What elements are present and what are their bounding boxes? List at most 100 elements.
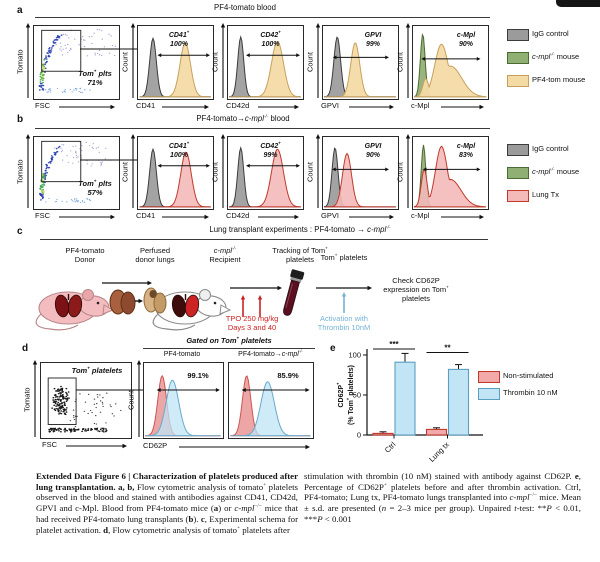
graphic-shape (315, 134, 321, 139)
text-segment: P (317, 513, 323, 524)
graphic-shape (54, 396, 57, 398)
text-segment: platelets (286, 255, 314, 265)
graphic-shape (79, 91, 82, 93)
graphic-shape (45, 55, 47, 57)
panel-c-rule (40, 239, 488, 240)
graphic-shape (45, 60, 48, 63)
graphic-shape (70, 199, 73, 201)
graphic-shape (120, 291, 136, 315)
panel-b-histogram-cd41-y-axis (130, 134, 136, 208)
text-segment: + (186, 29, 190, 35)
graphic-shape (44, 177, 47, 179)
graphic-shape (54, 394, 57, 396)
text-segment: CD42 (260, 143, 279, 150)
graphic-shape (296, 53, 300, 58)
panel-b-gate-label: Tom+ plts 57% (71, 179, 119, 197)
graphic-shape (82, 36, 84, 38)
text-segment: Tom+ plts (71, 69, 119, 78)
graphic-shape (76, 200, 78, 202)
graphic-shape (55, 405, 58, 407)
panel-b-scatter-plot-x-axis-label: FSC (35, 211, 50, 220)
graphic-shape (77, 161, 80, 163)
text-segment: < 0.01, *** (304, 503, 581, 524)
text-segment: Check CD62P (392, 276, 440, 285)
graphic-shape (84, 401, 87, 403)
graphic-shape (75, 150, 77, 152)
tpo-line: TPO 250 mg/kg (212, 314, 292, 323)
graphic-shape (389, 104, 394, 110)
panel-a-histogram-cd41 (137, 25, 214, 100)
panel-d-scatter-plot-x-axis (66, 443, 127, 449)
graphic-shape (39, 81, 42, 83)
graphic-shape (206, 53, 210, 58)
graphic-shape (88, 36, 91, 38)
graphic-shape (102, 429, 105, 431)
panel-a-histogram-cd42d-y-axis (220, 23, 226, 98)
graphic-shape (92, 143, 94, 145)
graphic-shape (42, 189, 45, 191)
caption-left-column: Extended Data Figure 6 | Characterizatio… (36, 471, 298, 535)
text-segment: TPO 250 mg/kg (225, 314, 279, 323)
graphic-shape (83, 410, 86, 412)
graphic-shape (184, 294, 200, 318)
graphic-shape (52, 427, 55, 430)
panel-b-histogram-c-mpl-marker-label: c-Mpl 83% (436, 143, 496, 160)
graphic-shape (48, 378, 76, 425)
graphic-shape (86, 197, 88, 200)
text-segment: b (127, 481, 133, 492)
graphic-shape (130, 134, 136, 139)
step-label-donor: PF4-tomato Donor (45, 246, 125, 264)
chart-legend-swatch-0 (478, 371, 500, 383)
graphic-shape (81, 145, 83, 147)
graphic-shape (246, 163, 250, 168)
text-segment: Gated on Tom (186, 336, 237, 345)
graphic-shape (50, 47, 53, 49)
graphic-shape (98, 430, 101, 433)
graphic-shape (81, 199, 84, 202)
text-segment: plts (96, 179, 112, 189)
graphic-shape (97, 430, 100, 432)
panel-d-histogram-pf4-tomato-y-axis (136, 360, 142, 437)
graphic-shape (422, 167, 427, 172)
graphic-shape (61, 391, 64, 393)
graphic-shape (74, 152, 77, 154)
graphic-shape (56, 198, 58, 201)
chart-legend-label-0: Non-stimulated (503, 371, 554, 380)
panel-b-histogram-c-mpl-x-axis-label: c-Mpl (411, 211, 430, 220)
graphic-shape: ** (444, 344, 451, 353)
text-segment: c-mpl (234, 503, 255, 514)
graphic-shape (54, 409, 57, 412)
graphic-shape (108, 52, 111, 54)
panel-c-title: Lung transplant experiments : PF4-tomato… (150, 225, 450, 234)
text-segment: mouse (554, 52, 580, 61)
graphic-shape (367, 285, 372, 291)
graphic-shape (101, 30, 103, 32)
graphic-shape (55, 429, 58, 431)
graphic-shape (75, 145, 77, 147)
graphic-shape (53, 404, 56, 407)
panel-a-scatter-plot-y-axis-label: Tomato (15, 49, 25, 74)
graphic-shape (113, 415, 115, 417)
text-segment: + (334, 252, 338, 258)
graphic-shape (50, 427, 52, 430)
graphic-shape (110, 35, 112, 37)
graphic-shape (385, 55, 389, 60)
text-segment: c-mpl (213, 246, 233, 255)
graphic-shape (60, 151, 63, 153)
panel-b-scatter-plot-y-axis (25, 134, 31, 208)
graphic-shape (48, 428, 51, 431)
thrombin-activation-annotation: Activation with Thrombin 10nM (304, 314, 384, 332)
graphic-shape (60, 147, 62, 149)
graphic-shape (73, 430, 75, 432)
text-segment: −/− (529, 492, 537, 499)
panel-b-histogram-c-mpl-count-label: Count (395, 162, 405, 183)
text-segment: + (446, 284, 449, 290)
panel-a-histogram-cd41-x-axis-label: CD41 (136, 101, 156, 110)
step-label-tracking: Tracking of Tom+ platelets (255, 246, 345, 264)
panel-d-percentage-1: 99.1% (187, 371, 209, 380)
graphic-shape (62, 395, 65, 398)
graphic-shape (77, 201, 79, 203)
text-segment: a (213, 503, 219, 514)
text-segment: CD42+ (241, 141, 301, 152)
graphic-shape (40, 193, 43, 195)
